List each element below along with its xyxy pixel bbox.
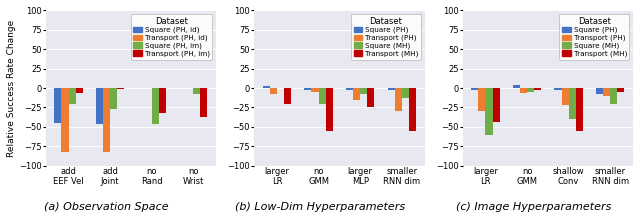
Bar — [96, 88, 103, 125]
Legend: Square (PH), Transport (PH), Square (MH), Transport (MH): Square (PH), Transport (PH), Square (MH)… — [559, 14, 630, 59]
Text: (a) Observation Space: (a) Observation Space — [44, 202, 169, 212]
Bar — [326, 88, 333, 131]
Bar — [596, 88, 603, 94]
Bar — [493, 88, 500, 122]
Bar — [367, 88, 374, 107]
Bar — [193, 88, 200, 94]
Bar — [388, 88, 395, 90]
Bar — [61, 88, 68, 152]
Bar — [76, 88, 83, 94]
Bar — [263, 86, 270, 88]
Bar — [270, 88, 277, 94]
Bar — [117, 88, 124, 89]
Bar — [479, 88, 486, 111]
Legend: Square (PH), Transport (PH), Square (MH), Transport (MH): Square (PH), Transport (PH), Square (MH)… — [351, 14, 421, 59]
Bar — [312, 88, 319, 92]
Bar — [409, 88, 416, 131]
Bar — [54, 88, 61, 123]
Bar — [68, 88, 76, 104]
Bar — [568, 88, 576, 119]
Bar — [561, 88, 568, 105]
Bar — [305, 88, 312, 89]
Bar — [402, 88, 409, 98]
Bar — [513, 85, 520, 88]
Bar — [554, 88, 561, 90]
Bar — [534, 88, 541, 89]
Bar — [200, 88, 207, 117]
Legend: Square (PH, id), Transport (PH, id), Square (PH, im), Transport (PH, im): Square (PH, id), Transport (PH, id), Squ… — [131, 14, 212, 59]
Text: (c) Image Hyperparameters: (c) Image Hyperparameters — [456, 202, 611, 212]
Bar — [152, 88, 159, 125]
Bar — [576, 88, 583, 131]
Bar — [486, 88, 493, 135]
Bar — [471, 88, 479, 90]
Bar — [110, 88, 117, 109]
Bar — [360, 88, 367, 94]
Bar — [346, 88, 353, 89]
Bar — [284, 88, 291, 104]
Bar — [159, 88, 166, 113]
Bar — [610, 88, 617, 104]
Y-axis label: Relative Success Rate Change: Relative Success Rate Change — [7, 19, 16, 157]
Text: (b) Low-Dim Hyperparameters: (b) Low-Dim Hyperparameters — [235, 202, 405, 212]
Bar — [520, 88, 527, 94]
Bar — [353, 88, 360, 100]
Bar — [395, 88, 402, 111]
Bar — [527, 88, 534, 92]
Bar — [603, 88, 610, 96]
Bar — [617, 88, 625, 92]
Bar — [319, 88, 326, 104]
Bar — [103, 88, 110, 152]
